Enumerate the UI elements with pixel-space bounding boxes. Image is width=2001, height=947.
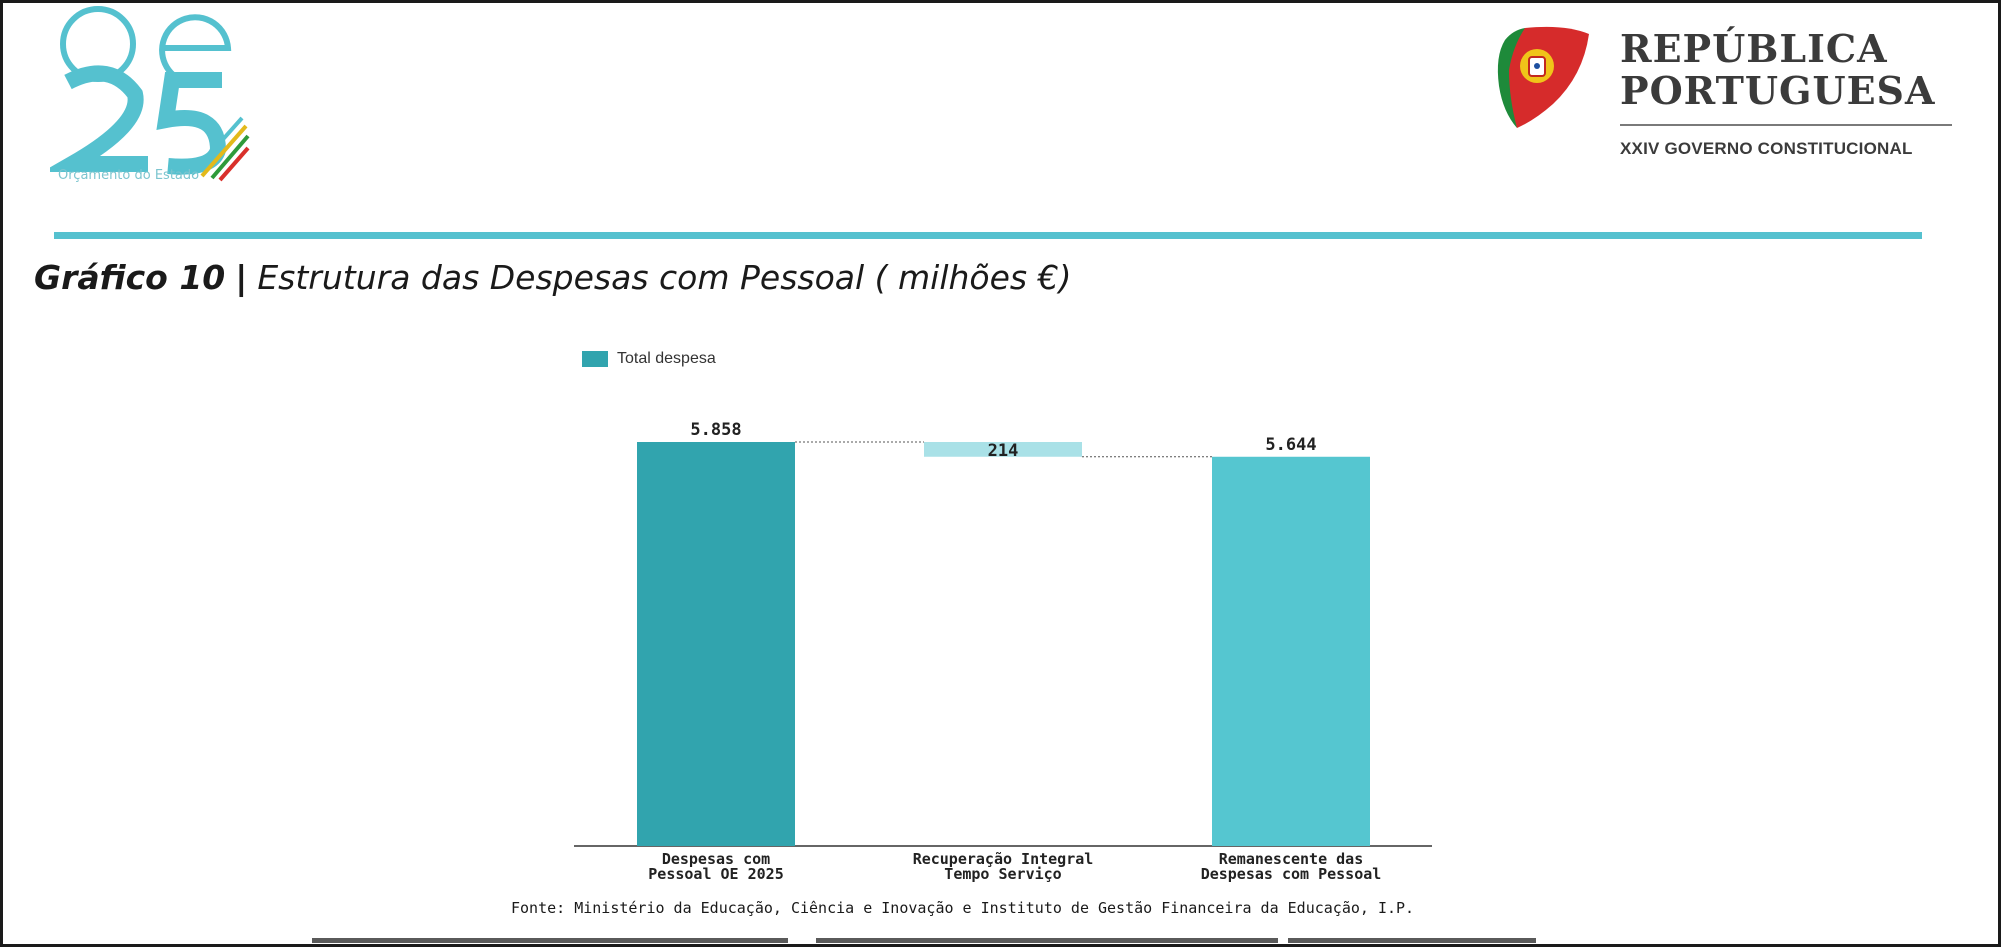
rp-divider (1620, 124, 1952, 126)
legend-label: Total despesa (617, 350, 716, 367)
republica-portuguesa-title: REPÚBLICA PORTUGUESA (1620, 28, 1935, 112)
rp-line2: PORTUGUESA (1620, 68, 1936, 113)
governo-subtitle: XXIV GOVERNO CONSTITUCIONAL (1620, 139, 1913, 158)
bar (1212, 456, 1370, 846)
category-label: Remanescente das (1219, 850, 1364, 868)
portugal-flag-emblem-icon (1497, 26, 1589, 128)
chart-number: Gráfico 10 (34, 258, 226, 297)
category-label: Recuperação Integral (913, 850, 1094, 868)
category-label: Pessoal OE 2025 (648, 865, 783, 883)
category-label: Tempo Serviço (944, 865, 1061, 883)
bar (924, 442, 1082, 457)
data-label: 5.644 (1265, 435, 1316, 455)
category-label: Despesas com Pessoal (1201, 865, 1382, 883)
category-label: Despesas com (662, 850, 770, 868)
header-divider (54, 232, 1922, 239)
heading-separator: | (235, 258, 248, 297)
data-label: 214 (988, 441, 1019, 461)
oe-caption: Orçamento do Estado (58, 168, 200, 183)
oe25-logo (50, 6, 250, 182)
chart-legend: Total despesa (582, 350, 716, 368)
chart-title: Estrutura das Despesas com Pessoal ( mil… (257, 258, 1072, 297)
source-note: Fonte: Ministério da Educação, Ciência e… (511, 899, 1415, 917)
bottom-strip-3 (1288, 938, 1536, 943)
bottom-strip-2 (816, 938, 1278, 943)
rp-line1: REPÚBLICA (1620, 26, 1888, 71)
chart-heading: Gráfico 10 | Estrutura das Despesas com Pe… (34, 258, 1071, 297)
bottom-strip-1 (312, 938, 788, 943)
data-label: 5.858 (690, 420, 741, 440)
legend-swatch (582, 351, 608, 367)
bar (637, 442, 795, 846)
